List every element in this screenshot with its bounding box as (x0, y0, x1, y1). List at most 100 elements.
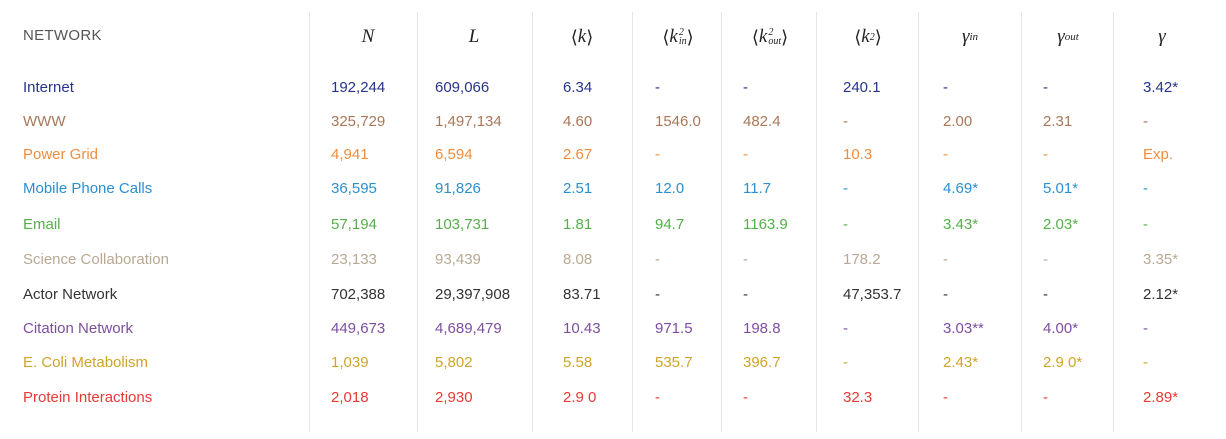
header-k: ⟨ k ⟩ (570, 26, 594, 47)
cell-kin2: 535.7 (655, 354, 693, 371)
cell-g: 2.89* (1143, 389, 1179, 406)
cell-gin: - (943, 251, 948, 268)
cell-kin2: 1546.0 (655, 113, 701, 130)
cell-gout: - (1043, 286, 1048, 303)
cell-gout: 2.03* (1043, 216, 1079, 233)
cell-L: 29,397,908 (435, 286, 511, 303)
cell-gout: - (1043, 251, 1048, 268)
header-k2: ⟨ k 2 ⟩ (854, 26, 882, 47)
cell-L: 103,731 (435, 216, 490, 233)
network-name: Internet (23, 79, 74, 96)
cell-gin: - (943, 286, 948, 303)
cell-gin: - (943, 389, 948, 406)
cell-L: 91,826 (435, 180, 481, 197)
cell-N: 23,133 (331, 251, 377, 268)
column-divider (1021, 12, 1022, 432)
cell-kin2: 971.5 (655, 320, 693, 337)
header-gamma-out: γ out (1057, 26, 1079, 47)
cell-kout2: 1163.9 (743, 216, 788, 233)
cell-gout: 2.31 (1043, 113, 1073, 130)
cell-kin2: - (655, 79, 660, 96)
cell-gin: - (943, 146, 948, 163)
cell-k2: - (843, 320, 848, 337)
cell-L: 1,497,134 (435, 113, 502, 130)
cell-k2: 240.1 (843, 79, 881, 96)
header-N: N (361, 26, 375, 47)
cell-k: 2.67 (563, 146, 593, 163)
column-divider (816, 12, 817, 432)
network-name: Power Grid (23, 146, 99, 163)
cell-kin2: - (655, 286, 660, 303)
cell-g: 3.42* (1143, 79, 1179, 96)
cell-L: 4,689,479 (435, 320, 502, 337)
cell-N: 57,194 (331, 216, 377, 233)
column-divider (417, 12, 418, 432)
header-gamma: γ (1158, 26, 1166, 47)
cell-k2: - (843, 113, 848, 130)
network-name: Mobile Phone Calls (23, 180, 153, 197)
cell-gout: 2.9 0* (1043, 354, 1083, 371)
cell-gout: - (1043, 146, 1048, 163)
cell-gout: - (1043, 389, 1048, 406)
cell-N: 2,018 (331, 389, 369, 406)
cell-kout2: - (743, 146, 748, 163)
cell-g: - (1143, 354, 1148, 371)
cell-gin: 3.43* (943, 216, 979, 233)
cell-kin2: - (655, 251, 660, 268)
cell-k2: 10.3 (843, 146, 873, 163)
cell-kout2: 482.4 (743, 113, 781, 130)
cell-k2: - (843, 354, 848, 371)
cell-k: 10.43 (563, 320, 601, 337)
cell-kout2: - (743, 286, 748, 303)
cell-g: 2.12* (1143, 286, 1179, 303)
cell-N: 325,729 (331, 113, 386, 130)
header-kout2: ⟨ k 2 out ⟩ (751, 26, 789, 47)
column-divider (721, 12, 722, 432)
cell-g: Exp. (1143, 146, 1174, 163)
cell-gin: 4.69* (943, 180, 979, 197)
cell-k2: 178.2 (843, 251, 881, 268)
cell-N: 449,673 (331, 320, 386, 337)
cell-k2: 47,353.7 (843, 286, 902, 303)
cell-gout: - (1043, 79, 1048, 96)
cell-N: 192,244 (331, 79, 386, 96)
network-name: Citation Network (23, 320, 134, 337)
column-divider (632, 12, 633, 432)
cell-g: - (1143, 320, 1148, 337)
network-name: WWW (23, 113, 66, 130)
cell-k: 4.60 (563, 113, 593, 130)
network-name: Science Collaboration (23, 251, 169, 268)
cell-kin2: - (655, 389, 660, 406)
column-divider (532, 12, 533, 432)
cell-k2: - (843, 180, 848, 197)
cell-kout2: 396.7 (743, 354, 781, 371)
cell-gin: 2.43* (943, 354, 979, 371)
cell-gout: 4.00* (1043, 320, 1079, 337)
cell-k: 2.51 (563, 180, 593, 197)
column-divider (309, 12, 310, 432)
cell-kin2: - (655, 146, 660, 163)
cell-L: 93,439 (435, 251, 481, 268)
network-name: E. Coli Metabolism (23, 354, 149, 371)
cell-k: 1.81 (563, 216, 593, 233)
cell-kout2: - (743, 79, 748, 96)
header-network: NETWORK (23, 27, 102, 44)
cell-N: 4,941 (331, 146, 369, 163)
cell-kout2: - (743, 251, 748, 268)
cell-kout2: 11.7 (743, 180, 772, 197)
cell-kout2: 198.8 (743, 320, 781, 337)
cell-N: 1,039 (331, 354, 369, 371)
cell-kin2: 12.0 (655, 180, 685, 197)
cell-L: 6,594 (435, 146, 473, 163)
cell-k: 6.34 (563, 79, 593, 96)
cell-k: 5.58 (563, 354, 593, 371)
cell-k2: 32.3 (843, 389, 873, 406)
cell-N: 36,595 (331, 180, 377, 197)
cell-gin: 2.00 (943, 113, 973, 130)
column-divider (918, 12, 919, 432)
cell-g: - (1143, 216, 1148, 233)
column-divider (1113, 12, 1114, 432)
cell-g: - (1143, 113, 1148, 130)
cell-L: 2,930 (435, 389, 473, 406)
cell-k: 2.9 0 (563, 389, 597, 406)
